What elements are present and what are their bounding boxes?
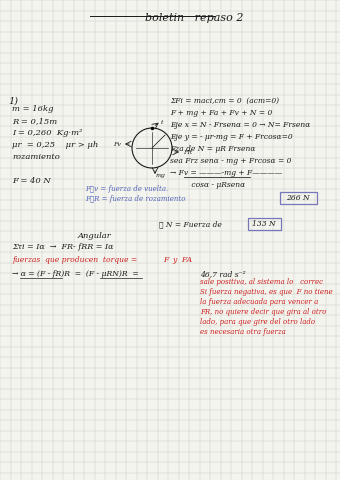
Text: F  y  FA: F y FA: [163, 256, 192, 264]
Text: cosα - μRsenα: cosα - μRsenα: [170, 181, 245, 189]
Text: 46,7 rad s⁻²: 46,7 rad s⁻²: [200, 270, 245, 278]
Text: FR: FR: [183, 149, 192, 155]
Text: I = 0,260  Kg·m²: I = 0,260 Kg·m²: [12, 129, 83, 137]
Text: rozamiento: rozamiento: [12, 153, 60, 161]
Text: lado, para que gire del otro lado: lado, para que gire del otro lado: [200, 318, 315, 326]
Text: Στi = Iα  →  FR- fRR = Iα: Στi = Iα → FR- fRR = Iα: [12, 243, 114, 251]
Text: μr  = 0,25    μr > μh: μr = 0,25 μr > μh: [12, 141, 98, 149]
Text: Fza de N = μR Frsenα: Fza de N = μR Frsenα: [170, 145, 255, 153]
Text: F = 40 N: F = 40 N: [12, 177, 51, 185]
Text: la fuerza adecuada para vencer a: la fuerza adecuada para vencer a: [200, 298, 318, 306]
Text: → α = (F - fR)R  =  (F - μRN)R  =: → α = (F - fR)R = (F - μRN)R =: [12, 270, 139, 278]
Text: mg: mg: [156, 173, 166, 178]
Text: sale positiva, al sistema lo   correc: sale positiva, al sistema lo correc: [200, 278, 323, 286]
Text: sea Frz senα - mg + Frcosα = 0: sea Frz senα - mg + Frcosα = 0: [170, 157, 291, 165]
Text: Fv: Fv: [113, 142, 121, 146]
Text: F⃗v = fuerza de vuelta.: F⃗v = fuerza de vuelta.: [85, 185, 168, 193]
Text: ① N = Fuerza de: ① N = Fuerza de: [159, 220, 222, 228]
Text: → Fv = ———-mg + F————: → Fv = ———-mg + F————: [170, 169, 282, 177]
Text: Eje y = - μr-mg = F + Frcosα=0: Eje y = - μr-mg = F + Frcosα=0: [170, 133, 293, 141]
Text: m = 16kg: m = 16kg: [12, 105, 53, 113]
Text: es necesaria otra fuerza: es necesaria otra fuerza: [200, 328, 286, 336]
Text: t: t: [161, 120, 164, 125]
Text: Si fuerza negativa, es que  F no tiene: Si fuerza negativa, es que F no tiene: [200, 288, 333, 296]
Text: Angular: Angular: [78, 232, 112, 240]
Text: F⃗R = fuerza de rozamiento: F⃗R = fuerza de rozamiento: [85, 195, 186, 203]
Text: R = 0,15m: R = 0,15m: [12, 117, 57, 125]
Text: F + mg + Fa + Fv + N = 0: F + mg + Fa + Fv + N = 0: [170, 109, 272, 117]
Text: 133 N: 133 N: [252, 219, 276, 228]
Text: Eje x = N - Frsenα = 0 → N= Frsenα: Eje x = N - Frsenα = 0 → N= Frsenα: [170, 121, 310, 129]
Text: fuerzas  que producen  torque =: fuerzas que producen torque =: [12, 256, 137, 264]
Text: boletin   repaso 2: boletin repaso 2: [145, 13, 243, 23]
Text: ΣFi = maci,cm = 0  (acm=0): ΣFi = maci,cm = 0 (acm=0): [170, 97, 279, 105]
Text: 1): 1): [8, 97, 18, 106]
Text: FR, no quiere decir que gira al otro: FR, no quiere decir que gira al otro: [200, 308, 326, 316]
Text: 266 N: 266 N: [286, 193, 310, 202]
